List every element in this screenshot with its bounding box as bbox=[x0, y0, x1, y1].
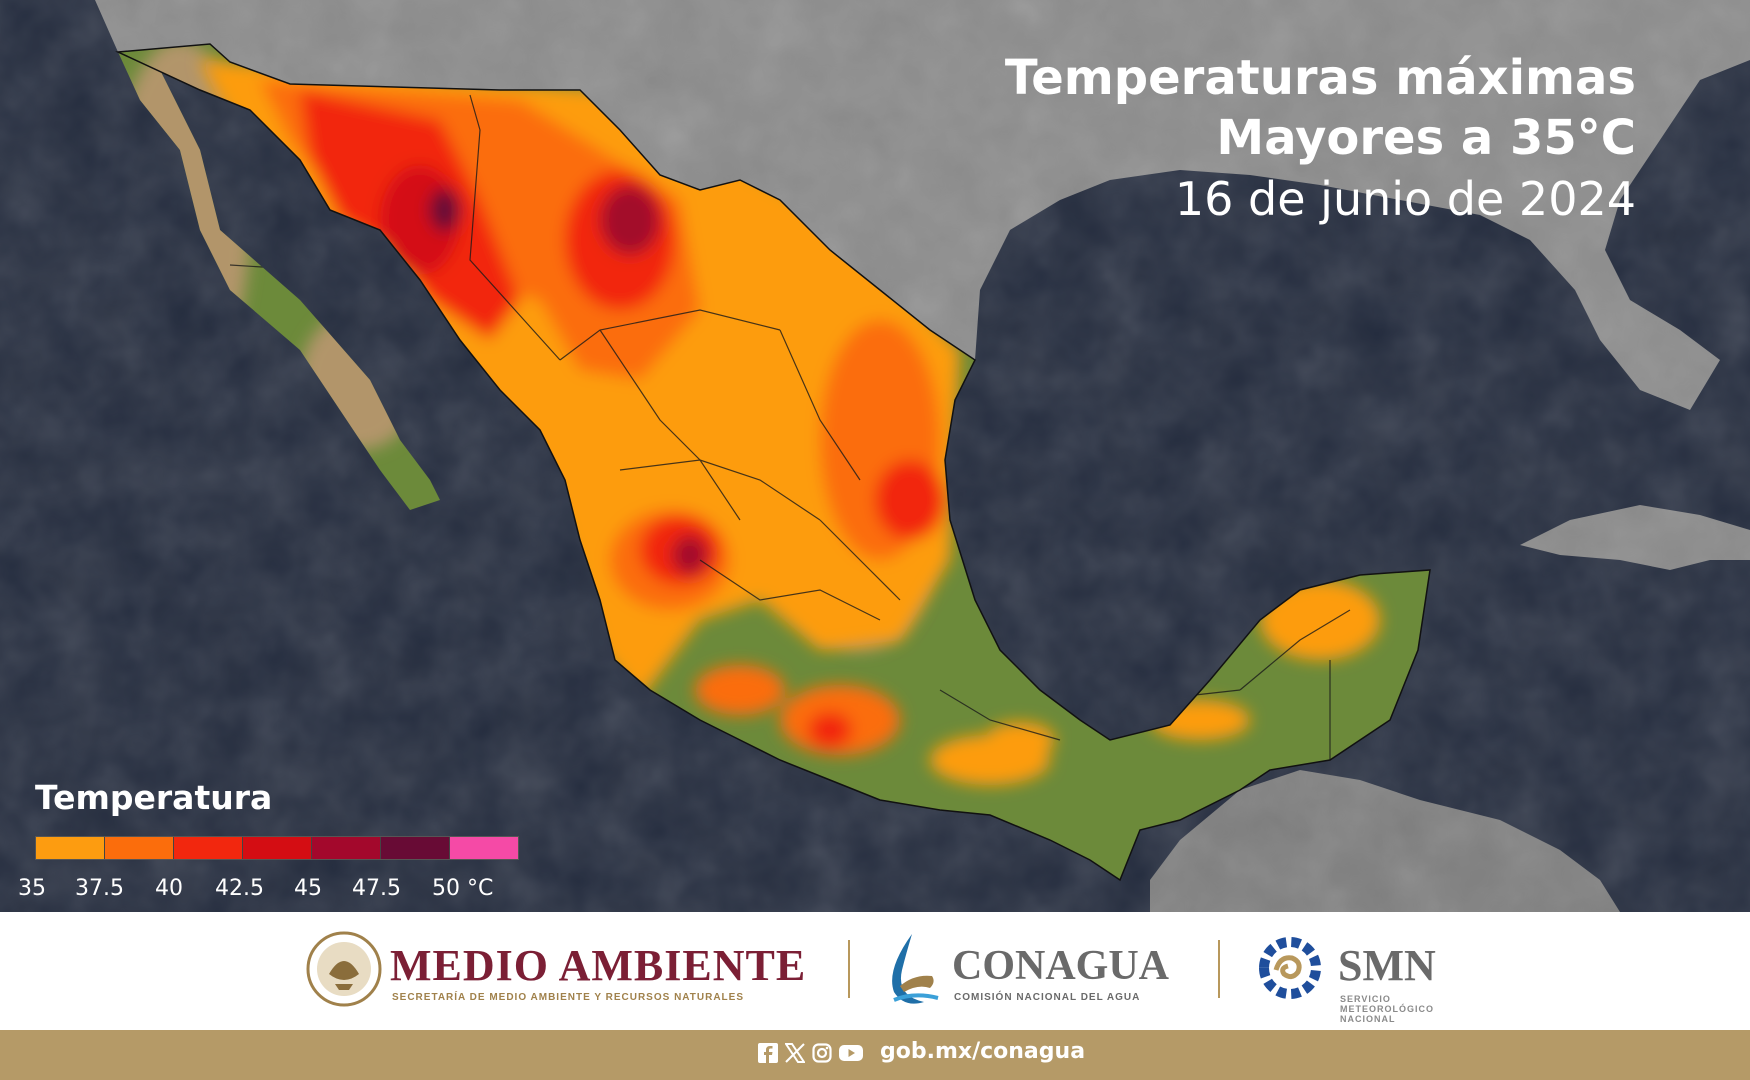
conagua-icon bbox=[892, 934, 939, 1004]
logo-divider bbox=[1218, 940, 1220, 998]
smn-logo: SMN SERVICIO METEOROLÓGICO NACIONAL bbox=[1250, 930, 1436, 1024]
logo-band: MEDIO AMBIENTE SECRETARÍA DE MEDIO AMBIE… bbox=[0, 912, 1750, 1028]
smn-subtitle: SERVICIO METEOROLÓGICO NACIONAL bbox=[1340, 994, 1434, 1024]
conagua-logo: CONAGUA COMISIÓN NACIONAL DEL AGUA bbox=[880, 930, 1169, 1015]
legend-tick: 40 bbox=[155, 876, 183, 901]
legend-swatch bbox=[450, 837, 518, 859]
facebook-icon[interactable] bbox=[758, 1043, 778, 1063]
legend-tick: 37.5 bbox=[75, 876, 124, 901]
mexico-border bbox=[115, 43, 1431, 882]
title-line-1: Temperaturas máximas bbox=[1004, 50, 1636, 106]
heat-layer bbox=[200, 60, 1380, 785]
temperature-map bbox=[0, 0, 1750, 912]
legend-swatch bbox=[36, 837, 105, 859]
legend-tick: 42.5 bbox=[215, 876, 264, 901]
logo-divider bbox=[848, 940, 850, 998]
map-graphic bbox=[0, 0, 1750, 912]
medio-ambiente-name: MEDIO AMBIENTE bbox=[390, 941, 807, 990]
medio-ambiente-logo: MEDIO AMBIENTE SECRETARÍA DE MEDIO AMBIE… bbox=[305, 930, 805, 1013]
legend-ticks: 35 37.5 40 42.5 45 47.5 50 °C bbox=[18, 876, 538, 906]
smn-name: SMN bbox=[1338, 941, 1436, 990]
title-date: 16 de junio de 2024 bbox=[1174, 172, 1636, 226]
title-line-2: Mayores a 35°C bbox=[1216, 110, 1636, 166]
conagua-subtitle: COMISIÓN NACIONAL DEL AGUA bbox=[954, 992, 1141, 1003]
youtube-icon[interactable] bbox=[839, 1043, 863, 1063]
footer-url[interactable]: gob.mx/conagua bbox=[880, 1039, 1086, 1064]
coat-of-arms-icon bbox=[306, 931, 382, 1007]
map-title: Temperaturas máximas Mayores a 35°C 16 d… bbox=[1005, 48, 1636, 230]
legend-title: Temperatura bbox=[35, 778, 273, 817]
instagram-icon[interactable] bbox=[812, 1043, 832, 1063]
legend-color-bar bbox=[35, 836, 519, 860]
social-icons bbox=[758, 1043, 863, 1063]
medio-ambiente-subtitle: SECRETARÍA DE MEDIO AMBIENTE Y RECURSOS … bbox=[392, 992, 744, 1003]
legend-tick: 47.5 bbox=[352, 876, 401, 901]
conagua-name: CONAGUA bbox=[952, 943, 1169, 989]
legend-tick: 45 bbox=[294, 876, 322, 901]
legend-swatch bbox=[381, 837, 450, 859]
legend-swatch bbox=[105, 837, 174, 859]
legend-swatch bbox=[243, 837, 312, 859]
x-icon[interactable] bbox=[785, 1043, 805, 1063]
legend-swatch bbox=[174, 837, 243, 859]
smn-icon bbox=[1259, 937, 1322, 999]
footer-bar: gob.mx/conagua bbox=[0, 1030, 1750, 1080]
divider-line bbox=[0, 1028, 1750, 1030]
legend-tick: 35 bbox=[18, 876, 46, 901]
legend-swatch bbox=[312, 837, 381, 859]
legend-tick: 50 °C bbox=[432, 876, 494, 901]
